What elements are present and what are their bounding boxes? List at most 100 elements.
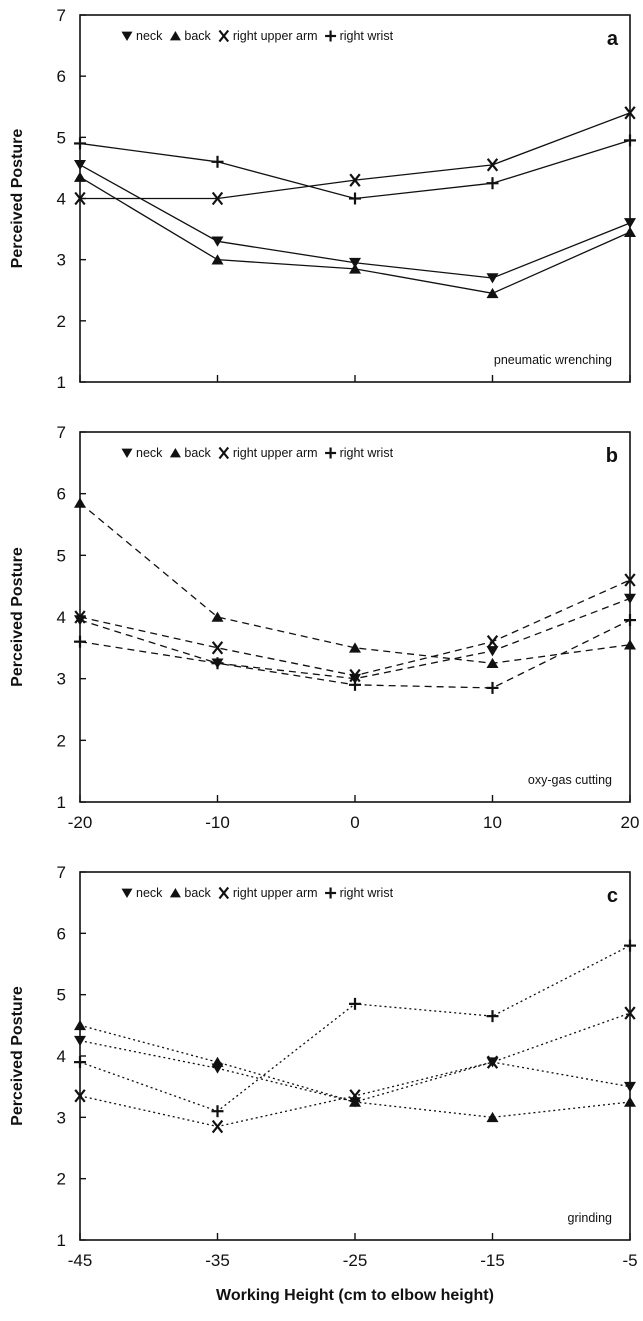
panel-b-data-point-x [624,573,636,587]
panel-a-y-tick-label: 1 [57,373,66,392]
panel-c-y-tick-label: 1 [57,1231,66,1250]
panel-b-series-line-x [79,579,631,677]
panel-a-annotation: pneumatic wrenching [494,353,612,367]
panel-a-legend-label: right upper arm [233,29,318,43]
panel-c-x-tick-label: -25 [343,1251,368,1270]
panel-b-data-point-plus [349,678,361,691]
panel-c-legend-marker-x [218,886,230,900]
panel-b-x-tick-label: 0 [350,813,359,832]
panel-a-data-point-x [211,191,224,206]
panel-b-legend-marker-x [218,446,230,460]
panel-c-data-point-x [211,1119,224,1134]
panel-a-legend-marker-x [218,29,230,43]
panel-c-data-point-plus [74,1056,86,1069]
panel-c-data-point-triangle-up [624,1096,636,1107]
panel-a-y-tick-label: 3 [57,251,66,270]
panel-c-data-point-triangle-up [349,1096,361,1107]
panel-b-y-tick-label: 1 [57,793,66,812]
panel-b-data-point-x-stroke-2 [74,610,86,624]
panel-c-legend-label: back [184,886,211,900]
panel-c-data-point-triangle-up [74,1019,86,1031]
panel-b-data-point-x [211,641,224,655]
panel-a-y-tick-label: 7 [57,6,66,25]
panel-c-x-tick-label: -15 [480,1251,505,1270]
panel-c-data-point-triangle-down [74,1035,86,1047]
panel-a-data-point-triangle-up [624,226,636,237]
panel-c-y-tick-label: 3 [57,1108,66,1127]
panel-c-legend-label: neck [136,886,163,900]
panel-c-data-point-plus [486,1010,499,1023]
panel-c-x-tick-label: -45 [68,1251,93,1270]
panel-b-legend-label: right wrist [340,446,394,460]
panel-b-y-tick-label: 4 [57,608,66,627]
panel-b-series-line-triangle-up [79,502,631,664]
panel-c-data-point-x [74,1089,86,1103]
panel-b-legend-marker-x-stroke-2 [218,446,230,460]
panel-a-data-point-plus [349,192,361,205]
panel-c-legend-marker-plus [325,887,337,899]
panel-b-y-axis-label: Perceived Posture [9,547,26,687]
panel-b-data-point-triangle-up [211,611,224,622]
panel-a-legend-label: neck [136,29,163,43]
panel-a-legend-marker-triangle-down [121,31,133,41]
panel-c-data-point-triangle-down [624,1081,636,1093]
panel-b-data-point-x-stroke-2 [211,641,224,655]
panel-a-data-point-x-stroke-2 [74,191,86,206]
panel-b-data-point-plus [624,614,636,627]
panel-a-legend-marker-x-stroke-2 [218,29,230,43]
panel-c-data-point-plus [349,997,361,1010]
panel-c-data-point-x-stroke-2 [211,1119,224,1134]
panel-a-data-point-x-stroke-2 [211,191,224,206]
panel-b-y-tick-label: 5 [57,546,66,565]
panel-b-x-tick-label: 10 [483,813,502,832]
panel-a-data-point-triangle-up [486,287,499,299]
panel-a-data-point-plus [624,134,636,147]
panel-a-y-tick-label: 6 [57,67,66,86]
panel-b-data-point-plus [74,635,86,648]
panel-b-y-tick-label: 2 [57,731,66,750]
panel-a-data-point-x-stroke-2 [624,106,636,120]
panel-a-legend-label: right wrist [340,29,394,43]
panel-a-data-point-x-stroke-2 [349,173,361,187]
panel-b-x-tick-label: -10 [205,813,230,832]
panel-c-x-axis-label: Working Height (cm to elbow height) [216,1287,494,1304]
panel-a-data-point-triangle-down [349,257,361,269]
panel-c-data-point-plus [624,939,636,952]
panel-b-series-line-triangle-down [79,597,631,680]
panel-a-data-point-triangle-down [624,218,636,229]
panel-c-y-tick-label: 6 [57,924,66,943]
panel-c-data-point-plus [211,1105,224,1118]
panel-b-data-point-x [349,668,361,683]
panel-a-panel-letter: a [607,28,619,50]
panel-c-data-point-x [349,1089,361,1103]
panel-b-y-tick-label: 3 [57,670,66,689]
panel-c-annotation: grinding [568,1211,613,1225]
panel-a-y-tick-label: 5 [57,128,66,147]
panel-c-series-line-triangle-down [79,1040,631,1103]
panel-b-x-tick-label: 20 [621,813,640,832]
panel-b-data-point-x [486,634,499,649]
panel-c-y-tick-label: 2 [57,1170,66,1189]
panel-a-data-point-x [624,106,636,120]
panel-c-y-axis-label: Perceived Posture [9,986,26,1126]
panel-c-data-point-triangle-up [211,1056,224,1067]
panel-b: 1 2 3 4 5 6 7 -20 -10 0 10 20 Perceived Posture b oxy-… [9,423,639,832]
panel-c-series-line-x [79,1012,631,1128]
panel-a-data-point-triangle-down [486,273,499,284]
panel-c-x-tick-label: -35 [205,1251,230,1270]
panel-c-legend: neck back right upper arm right wrist [121,886,394,900]
panel-a-data-point-x [349,173,361,187]
panel-a-data-point-plus [486,177,499,190]
panel-b-data-point-triangle-down [624,593,636,604]
panel-a-data-point-triangle-up [211,254,224,265]
panel-b-legend-marker-triangle-up [169,448,181,458]
panel-b-y-tick-label: 7 [57,423,66,442]
panel-c-data-point-x-stroke-2 [74,1089,86,1103]
panel-a-data-point-triangle-down [211,236,224,247]
panel-a-series-line-plus [79,139,631,200]
panel-c: 1 2 3 4 5 6 7 -45 -35 -25 -15 -5 Perceived Posture Wo… [9,863,638,1304]
panel-c-y-tick-label: 4 [57,1047,66,1066]
panel-a-data-point-triangle-down [74,160,86,171]
panel-c-data-point-x [486,1055,499,1069]
panel-c-y-tick-label: 7 [57,863,66,882]
